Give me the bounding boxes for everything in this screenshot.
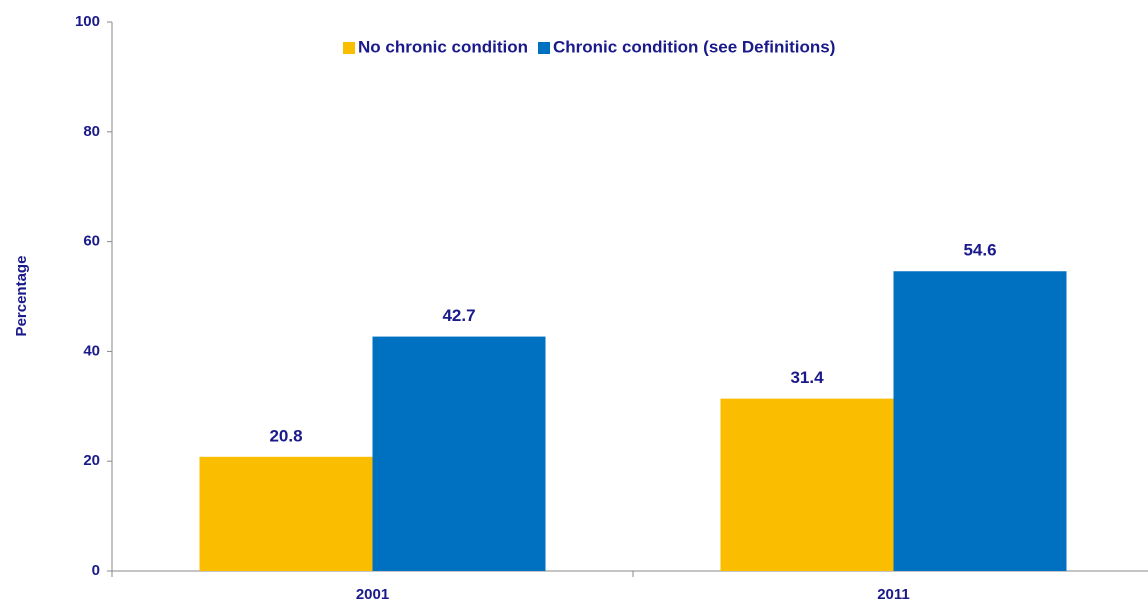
y-axis-label: Percentage <box>13 256 30 337</box>
x-tick-label: 2011 <box>877 586 910 603</box>
bar <box>372 336 546 571</box>
y-tick-label: 40 <box>83 342 100 359</box>
y-tick-label: 80 <box>83 123 100 140</box>
legend-swatch <box>538 42 550 54</box>
y-tick-label: 20 <box>83 452 100 469</box>
bar <box>720 398 894 571</box>
y-tick-label: 0 <box>92 562 100 579</box>
bar <box>893 271 1067 571</box>
legend-label: Chronic condition (see Definitions) <box>553 37 835 56</box>
x-tick-label: 2001 <box>356 586 389 603</box>
y-tick-label: 100 <box>75 13 100 30</box>
legend-swatch <box>343 42 355 54</box>
y-tick-label: 60 <box>83 233 100 250</box>
data-label: 42.7 <box>442 306 475 325</box>
data-label: 54.6 <box>963 241 996 260</box>
bar <box>199 456 373 571</box>
data-label: 31.4 <box>790 368 824 387</box>
data-label: 20.8 <box>269 426 302 445</box>
legend-label: No chronic condition <box>358 37 528 56</box>
